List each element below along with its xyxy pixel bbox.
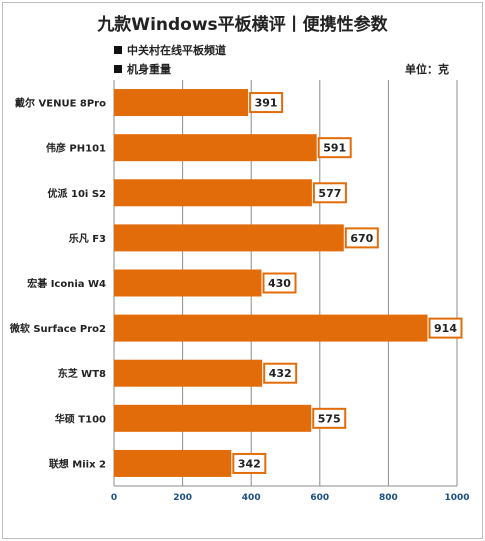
- legend-metric-label: 机身重量: [127, 63, 171, 76]
- category-label: 宏碁 Iconia W4: [27, 277, 106, 290]
- square-bullet-icon: [114, 65, 122, 73]
- bar: [114, 449, 232, 477]
- x-tick-label: 0: [111, 493, 117, 503]
- bar: [114, 179, 312, 207]
- value-label: 430: [268, 277, 291, 290]
- value-label: 914: [434, 322, 457, 335]
- legend-metric: 机身重量: [114, 61, 171, 77]
- category-label: 华硕 T100: [55, 412, 106, 425]
- bar: [114, 359, 263, 387]
- bar: [114, 224, 344, 252]
- legend-source: 中关村在线平板频道: [114, 42, 226, 58]
- value-label-box: [317, 137, 352, 159]
- value-label: 670: [350, 232, 373, 245]
- category-label: 微软 Surface Pro2: [9, 322, 106, 335]
- chart-title: 九款Windows平板横评丨便携性参数: [97, 15, 388, 35]
- value-label-box: [262, 272, 297, 294]
- category-label: 伟彦 PH101: [46, 142, 106, 155]
- value-label: 342: [238, 457, 261, 470]
- bar: [114, 404, 312, 432]
- value-label: 432: [269, 367, 292, 380]
- value-label-box: [344, 227, 379, 249]
- bar: [114, 269, 262, 297]
- x-tick-label: 400: [242, 493, 261, 503]
- value-label: 575: [318, 412, 341, 425]
- value-label-box: [428, 317, 463, 339]
- x-tick-label: 600: [310, 493, 329, 503]
- value-label: 391: [255, 97, 278, 110]
- x-tick-label: 1000: [444, 493, 469, 503]
- value-label: 591: [323, 142, 346, 155]
- value-label-box: [263, 362, 298, 384]
- category-label: 联想 Miix 2: [49, 457, 106, 470]
- value-label-box: [312, 182, 347, 204]
- bar: [114, 314, 428, 342]
- category-label: 戴尔 VENUE 8Pro: [15, 97, 106, 110]
- x-tick-label: 800: [379, 493, 398, 503]
- bar: [114, 134, 317, 162]
- square-bullet-icon: [114, 46, 122, 54]
- value-label-box: [312, 407, 347, 429]
- category-label: 优派 10i S2: [48, 187, 107, 200]
- bar: [114, 89, 249, 117]
- category-label: 东芝 WT8: [58, 367, 106, 380]
- value-label: 577: [318, 187, 341, 200]
- x-tick-label: 200: [173, 493, 192, 503]
- value-label-box: [249, 92, 284, 114]
- value-label-box: [232, 452, 267, 474]
- category-label: 乐凡 F3: [69, 232, 106, 245]
- unit-label: 单位：克: [405, 63, 449, 76]
- legend-source-label: 中关村在线平板频道: [127, 44, 226, 57]
